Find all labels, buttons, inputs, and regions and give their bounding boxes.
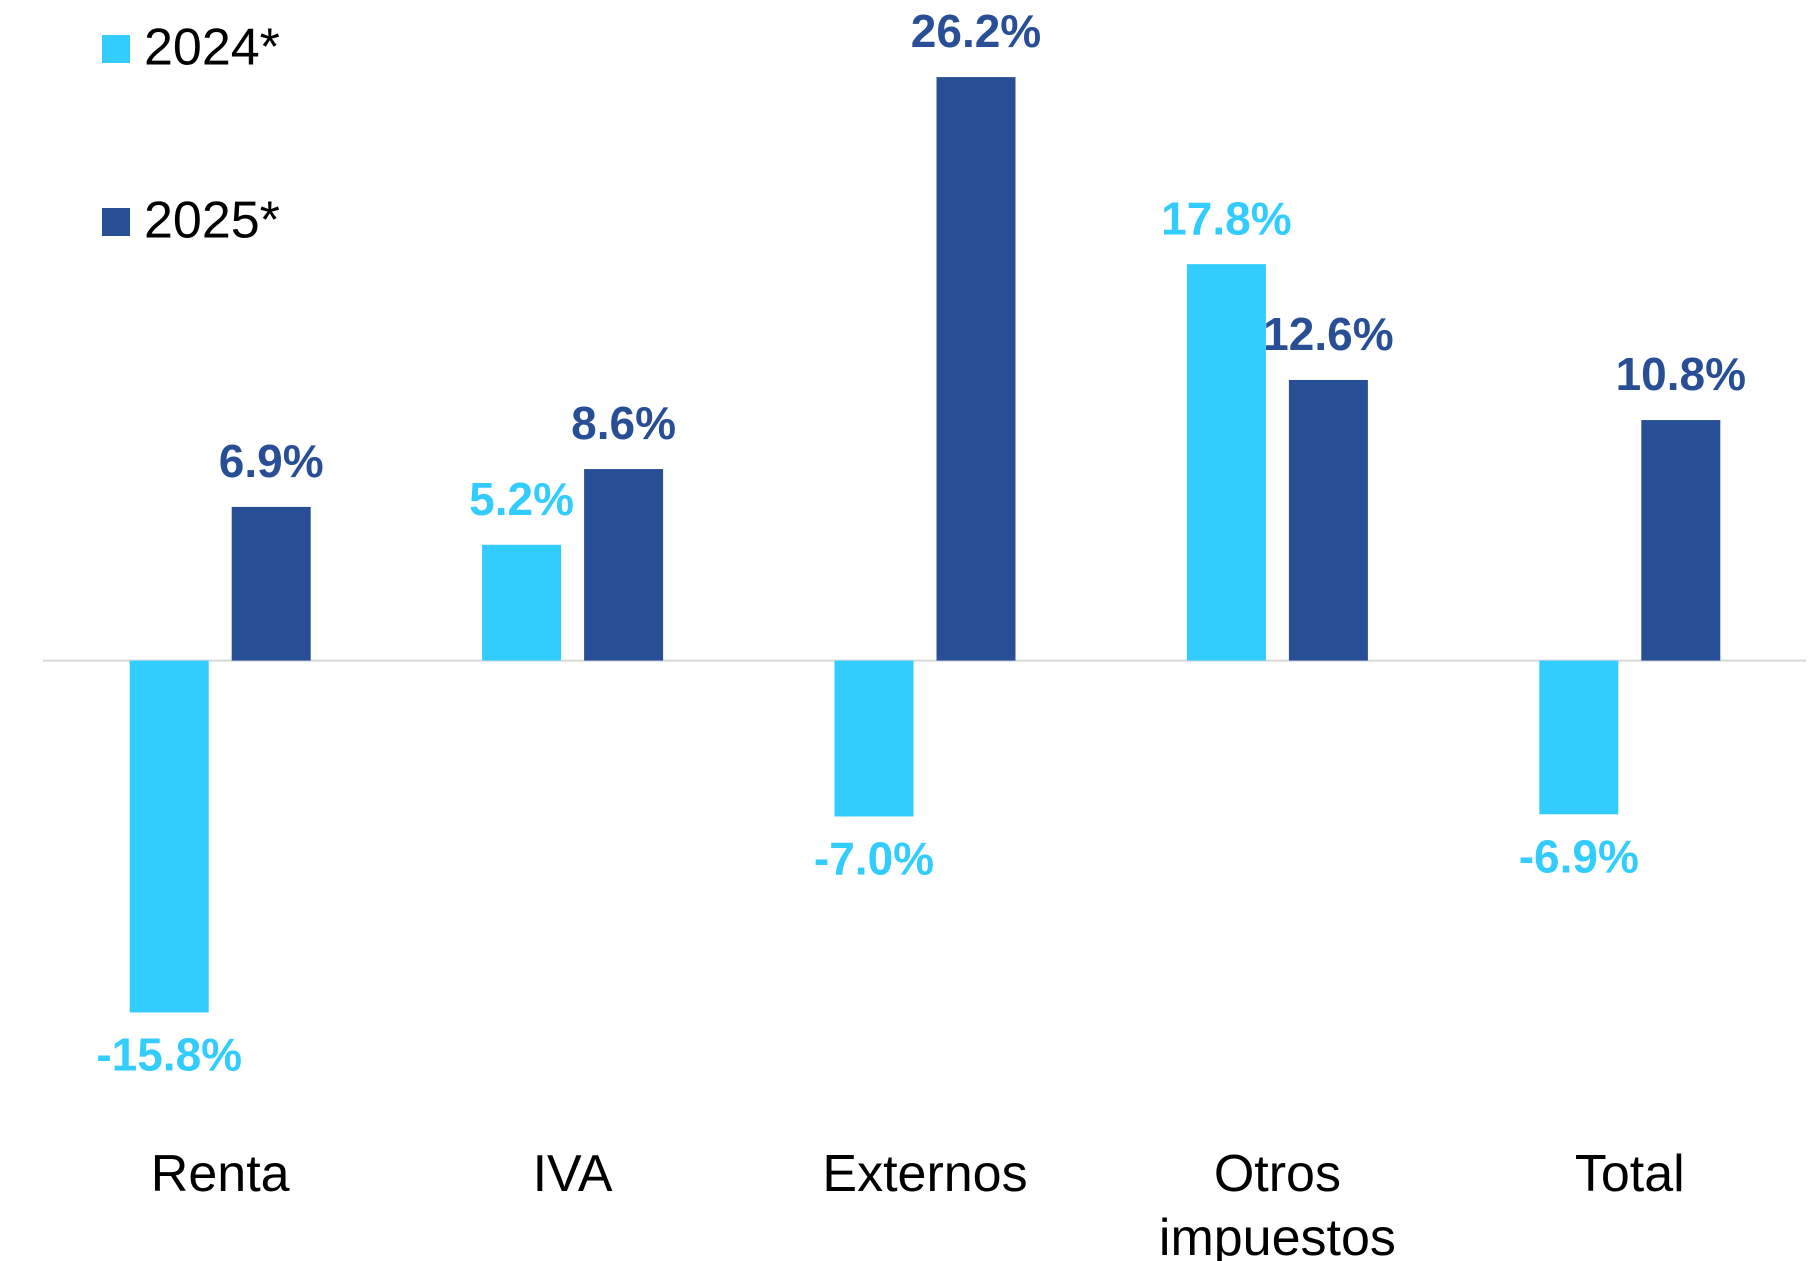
legend-swatch (102, 35, 130, 63)
value-label: -7.0% (814, 833, 934, 885)
bar (129, 660, 209, 1013)
value-label: 6.9% (219, 435, 324, 487)
x-tick-label: Total (1574, 1145, 1685, 1203)
x-tick-label: Renta (150, 1145, 290, 1203)
bar (1539, 660, 1619, 815)
value-label: -15.8% (96, 1029, 242, 1081)
value-label: 17.8% (1161, 192, 1291, 244)
bar (584, 469, 664, 661)
bar (231, 506, 311, 661)
value-label: 5.2% (469, 473, 574, 525)
bar (1641, 420, 1721, 661)
x-tick-label: Externos (822, 1145, 1028, 1203)
bar (936, 77, 1016, 661)
x-tick-label: IVA (532, 1145, 613, 1203)
legend-label: 2024* (144, 19, 280, 77)
value-label: 26.2% (911, 5, 1041, 57)
legend-label: 2025* (144, 192, 280, 250)
bar (482, 544, 562, 661)
value-label: 12.6% (1263, 308, 1393, 360)
x-tick-label: Otros impuestos (1158, 1145, 1396, 1261)
value-label: -6.9% (1519, 830, 1639, 882)
bar (1288, 379, 1368, 661)
bar (834, 660, 914, 817)
bar (1186, 264, 1266, 661)
legend-swatch (102, 208, 130, 236)
value-label: 10.8% (1616, 348, 1746, 400)
value-label: 8.6% (571, 397, 676, 449)
